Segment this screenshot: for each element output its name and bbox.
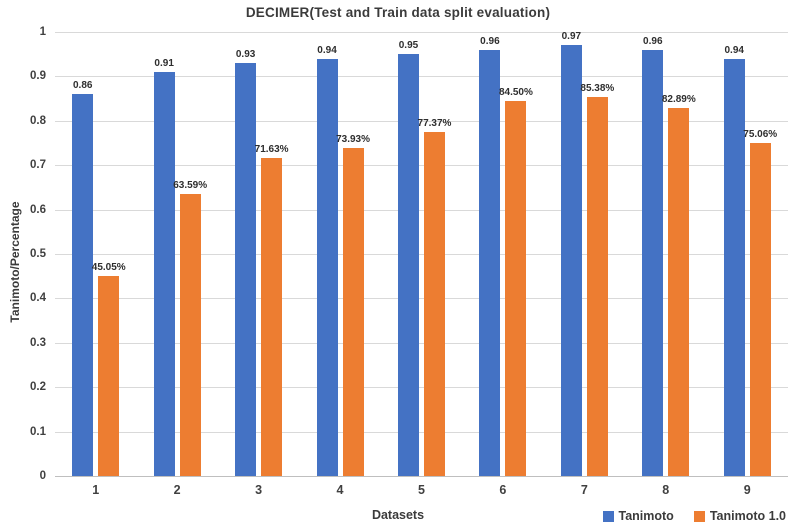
gridline — [55, 387, 788, 389]
bar-data-label: 0.86 — [72, 80, 93, 92]
y-tick-label: 0.4 — [30, 292, 46, 305]
bar-data-label: 75.06% — [743, 128, 778, 140]
bar-tanimoto-1-0-2: 63.59% — [173, 180, 207, 476]
x-tick-label: 2 — [173, 483, 181, 497]
bar-data-label: 0.91 — [154, 57, 174, 69]
legend-item-tanimoto: Tanimoto — [602, 509, 674, 523]
bar-data-label: 73.93% — [336, 133, 370, 145]
chart-title: DECIMER(Test and Train data split evalua… — [245, 5, 551, 20]
bar-tanimoto-1-0-7: 85.38% — [580, 83, 614, 476]
y-tick-label: 0.9 — [30, 70, 46, 83]
gridline — [55, 120, 788, 122]
legend-item-tanimoto-1-0: Tanimoto 1.0 — [693, 509, 786, 523]
y-tick-label: 0.5 — [30, 248, 46, 260]
x-tick-label: 4 — [336, 483, 344, 497]
bar-tanimoto-1-0-8: 82.89% — [662, 94, 696, 476]
bar-data-label: 77.37% — [417, 118, 452, 130]
legend: Tanimoto Tanimoto 1.0 — [602, 509, 786, 523]
bar-tanimoto-6: 0.96 — [479, 36, 501, 476]
plot-area: 0 0.1 0.2 0.3 0.4 0.5 0.6 0.7 0.8 0.9 1 0.86 45.05%… — [30, 26, 788, 497]
bar-tanimoto-7: 0.97 — [560, 31, 582, 476]
bar-tanimoto-4: 0.94 — [316, 45, 338, 476]
bar-data-label: 85.38% — [580, 82, 615, 94]
bar-tanimoto-1-0-6: 84.50% — [499, 87, 533, 476]
gridline — [55, 298, 788, 300]
legend-label: Tanimoto 1.0 — [709, 509, 786, 523]
x-tick-label: 8 — [662, 483, 670, 497]
x-tick-label: 5 — [417, 483, 425, 497]
legend-swatch-icon — [602, 510, 614, 522]
gridline — [55, 32, 788, 33]
y-tick-label: 0 — [39, 470, 46, 482]
gridline — [55, 254, 788, 255]
bar-data-label: 45.05% — [91, 261, 126, 273]
gridline — [55, 165, 788, 167]
bar-data-label: 0.95 — [398, 40, 419, 52]
bar-data-label: 82.89% — [661, 93, 696, 105]
bar-data-label: 0.93 — [235, 49, 256, 61]
y-tick-label: 1 — [39, 26, 46, 38]
bar-tanimoto-1-0-5: 77.37% — [418, 118, 451, 476]
bar-data-label: 0.96 — [643, 35, 663, 47]
bar-tanimoto-1-0-9: 75.06% — [743, 129, 777, 476]
bar-tanimoto-3: 0.93 — [235, 49, 257, 476]
gridline — [55, 76, 788, 78]
gridline — [55, 209, 788, 211]
bar-group-5: 0.95 77.37% 5 — [381, 32, 462, 497]
bar-data-label: 84.50% — [498, 86, 533, 98]
bar-data-label: 0.94 — [317, 44, 337, 56]
bar-group-4: 0.94 73.93% 4 — [299, 32, 380, 497]
bar-tanimoto-9: 0.94 — [723, 45, 745, 476]
bar-groups: 0.86 45.05% 1 0.91 63.59% 2 0.93 71.63% 3 0.94 73.… — [55, 31, 788, 497]
gridline — [55, 342, 788, 344]
bar-tanimoto-1-0-4: 73.93% — [336, 134, 370, 476]
gridline — [55, 431, 788, 433]
bar-data-label: 63.59% — [173, 179, 208, 191]
x-tick-label: 3 — [255, 483, 263, 497]
y-tick-label: 0.1 — [30, 425, 46, 438]
bar-data-label: 71.63% — [254, 143, 289, 155]
bar-tanimoto-2: 0.91 — [153, 58, 175, 476]
bar-tanimoto-5: 0.95 — [397, 40, 419, 476]
y-tick-label: 0.6 — [30, 203, 46, 216]
y-tick-label: 0.7 — [30, 159, 46, 172]
bar-group-7: 0.97 85.38% 7 — [544, 31, 625, 497]
bar-group-3: 0.93 71.63% 3 — [218, 32, 299, 497]
bar-data-label: 0.96 — [480, 35, 500, 47]
bar-tanimoto-8: 0.96 — [642, 36, 664, 476]
legend-swatch-icon — [693, 510, 705, 522]
bar-data-label: 0.94 — [724, 44, 744, 56]
y-tick-label: 0.3 — [30, 336, 46, 349]
x-axis-title: Datasets — [371, 508, 425, 522]
bar-data-label: 0.97 — [561, 31, 582, 43]
x-tick-label: 1 — [92, 483, 100, 497]
y-axis-title: Tanimoto/Percentage — [8, 201, 22, 323]
bar-group-1: 0.86 45.05% 1 — [55, 32, 136, 497]
bar-group-9: 0.94 75.06% 9 — [707, 32, 788, 497]
legend-label: Tanimoto — [618, 509, 674, 523]
bar-tanimoto-1-0-1: 45.05% — [92, 262, 126, 476]
bar-group-2: 0.91 63.59% 2 — [136, 32, 217, 497]
bar-group-8: 0.96 82.89% 8 — [625, 32, 706, 497]
x-tick-label: 9 — [743, 483, 751, 497]
bar-tanimoto-1-0-3: 71.63% — [255, 144, 289, 476]
bar-group-6: 0.96 84.50% 6 — [462, 32, 543, 497]
y-tick-label: 0.8 — [30, 114, 46, 127]
x-tick-label: 7 — [580, 483, 588, 497]
y-tick-label: 0.2 — [30, 381, 46, 394]
bar-tanimoto-1: 0.86 — [72, 80, 94, 476]
x-tick-label: 6 — [499, 483, 507, 497]
